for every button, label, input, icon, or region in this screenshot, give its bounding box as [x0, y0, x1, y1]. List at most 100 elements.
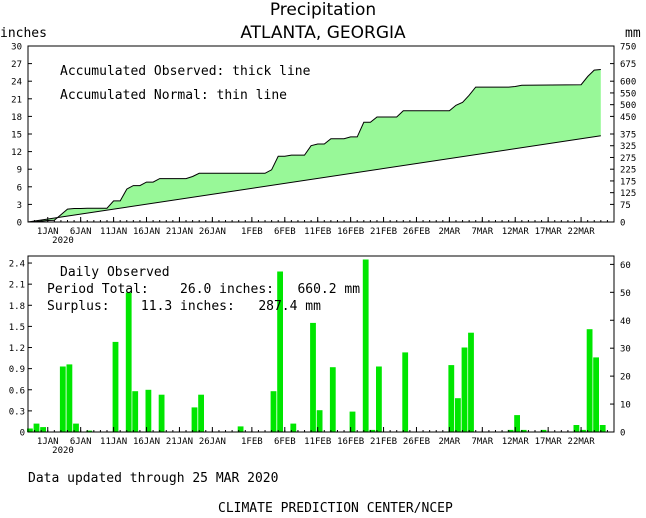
- upper-right-tick-label: 225: [620, 166, 636, 176]
- accumulated-normal-line: [27, 135, 601, 223]
- daily-bar: [316, 410, 323, 432]
- lower-left-tick-label: 0: [20, 429, 25, 439]
- daily-bar: [198, 394, 204, 432]
- upper-right-tick-label: 275: [620, 154, 636, 164]
- lower-right-tick-label: 20: [620, 373, 631, 383]
- lower-x-tick-label: 16JAN: [133, 437, 160, 447]
- daily-bar: [461, 347, 468, 432]
- upper-left-tick-label: 9: [17, 166, 22, 176]
- lower-x-axis: 1JAN 6JAN 11JAN 16JAN 21JAN 26JAN 1FEB 6FEB 11FE…: [27, 427, 615, 447]
- upper-right-tick-label: 550: [620, 89, 636, 99]
- lower-x-tick-label: 26FEB: [403, 437, 430, 447]
- upper-left-tick-label: 3: [17, 201, 22, 211]
- daily-bar: [520, 429, 527, 432]
- lower-right-tick-label: 0: [620, 429, 625, 439]
- upper-right-tick-label: 175: [620, 177, 636, 187]
- daily-observed-note: Daily Observed: [60, 265, 170, 280]
- lower-x-tick-label: 2MAR: [439, 437, 461, 447]
- lower-x-tick-label: 12MAR: [502, 437, 530, 447]
- daily-bar: [112, 341, 119, 432]
- daily-bar: [132, 391, 139, 432]
- daily-bar: [27, 428, 33, 432]
- daily-bar: [270, 391, 277, 432]
- lower-right-tick-label: 40: [620, 317, 631, 327]
- credit-footer: CLIMATE PREDICTION CENTER/NCEP: [218, 501, 453, 516]
- upper-x-tick-label: 7MAR: [471, 227, 493, 237]
- left-axis-unit-label: inches: [0, 26, 47, 41]
- upper-x-tick-label: 21FEB: [370, 227, 397, 237]
- daily-bar: [145, 389, 152, 432]
- upper-right-tick-label: 75: [620, 201, 631, 211]
- lower-left-tick-label: 2.4: [9, 260, 25, 270]
- lower-year-label: 2020: [52, 446, 74, 456]
- upper-x-tick-label: 2MAR: [439, 227, 461, 237]
- upper-left-tick-label: 30: [11, 43, 22, 53]
- daily-bar: [362, 259, 369, 432]
- daily-bar: [59, 366, 66, 432]
- lower-left-axis: 0 0.3 0.6 0.9 1.2 1.5 1.8 2.1 2.4: [9, 260, 32, 439]
- data-updated-note: Data updated through 25 MAR 2020: [28, 471, 278, 486]
- lower-left-tick-label: 1.5: [9, 323, 25, 333]
- lower-right-tick-label: 60: [620, 261, 631, 271]
- upper-year-label: 2020: [52, 236, 74, 246]
- daily-bar: [191, 407, 198, 432]
- lower-x-tick-label: 1FEB: [241, 437, 263, 447]
- upper-x-tick-label: 6JAN: [70, 227, 92, 237]
- right-axis-unit-label: mm: [625, 26, 641, 41]
- daily-bar: [514, 415, 520, 432]
- upper-x-tick-label: 22MAR: [568, 227, 596, 237]
- daily-bar: [329, 367, 336, 432]
- lower-left-tick-label: 0.6: [9, 386, 25, 396]
- upper-x-tick-label: 12MAR: [502, 227, 530, 237]
- chart-title: Precipitation: [270, 0, 376, 20]
- daily-bar: [573, 425, 580, 432]
- lower-left-tick-label: 1.8: [9, 302, 25, 312]
- upper-right-tick-label: 750: [620, 43, 636, 53]
- lower-x-tick-label: 11JAN: [100, 437, 127, 447]
- daily-bar: [507, 429, 514, 432]
- upper-left-tick-label: 0: [17, 219, 22, 229]
- upper-x-axis: 1JAN 6JAN 11JAN 16JAN 21JAN 26JAN 1FEB 6FEB 11FE…: [27, 217, 615, 237]
- daily-bar: [40, 427, 46, 432]
- upper-left-tick-label: 21: [11, 95, 22, 105]
- daily-bar: [290, 423, 297, 432]
- lower-x-tick-label: 1JAN: [37, 437, 59, 447]
- lower-right-tick-label: 50: [620, 289, 631, 299]
- upper-x-tick-label: 11FEB: [304, 227, 331, 237]
- upper-x-tick-label: 1FEB: [241, 227, 263, 237]
- lower-x-tick-label: 26JAN: [199, 437, 226, 447]
- upper-x-tick-label: 6FEB: [274, 227, 296, 237]
- upper-right-tick-label: 325: [620, 142, 636, 152]
- upper-x-tick-label: 26FEB: [403, 227, 430, 237]
- upper-left-tick-label: 15: [11, 131, 22, 141]
- daily-bar: [599, 425, 606, 432]
- normal-legend-note: Accumulated Normal: thin line: [60, 88, 287, 103]
- lower-x-tick-label: 16FEB: [337, 437, 364, 447]
- upper-x-tick-label: 26JAN: [199, 227, 226, 237]
- daily-bar: [125, 292, 132, 432]
- surplus-area: [28, 69, 601, 222]
- daily-bar: [468, 332, 474, 432]
- lower-right-tick-label: 10: [620, 401, 631, 411]
- daily-bar: [237, 426, 244, 432]
- daily-bar: [73, 423, 79, 432]
- lower-x-tick-label: 22MAR: [568, 437, 596, 447]
- lower-left-tick-label: 0.3: [9, 407, 25, 417]
- lower-left-tick-label: 2.1: [9, 281, 25, 291]
- upper-right-tick-label: 125: [620, 189, 636, 199]
- upper-x-tick-label: 11JAN: [100, 227, 127, 237]
- lower-x-tick-label: 21JAN: [166, 437, 193, 447]
- daily-bar: [402, 352, 409, 432]
- lower-left-tick-label: 1.2: [9, 344, 25, 354]
- daily-bar: [376, 366, 382, 432]
- observed-legend-note: Accumulated Observed: thick line: [60, 64, 311, 79]
- daily-bar: [66, 364, 73, 432]
- upper-x-tick-label: 21JAN: [166, 227, 193, 237]
- lower-x-tick-label: 6JAN: [70, 437, 92, 447]
- upper-right-tick-label: 450: [620, 113, 636, 123]
- daily-panel: 00.30.60.91.21.51.82.12.4 0102030405060 …: [9, 255, 631, 456]
- daily-bar: [86, 430, 93, 432]
- daily-bar: [277, 271, 283, 432]
